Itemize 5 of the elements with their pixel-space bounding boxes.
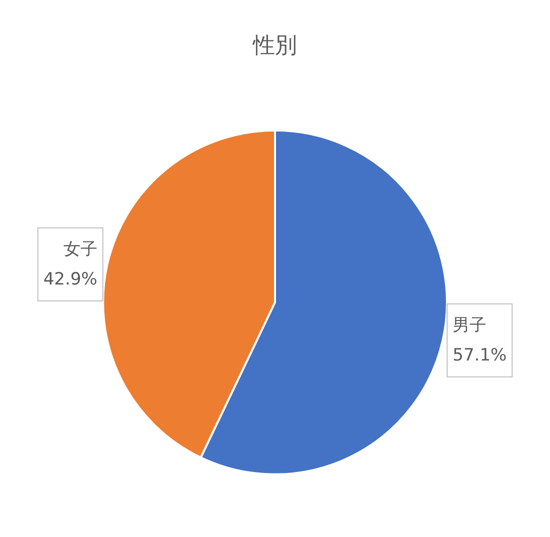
data-label: 42.9% [43, 269, 98, 290]
slice-label: 男子 [452, 315, 487, 336]
slice-label: 女子 [63, 239, 98, 260]
chart-title: 性別 [252, 34, 297, 58]
data-label: 57.1% [452, 345, 507, 366]
